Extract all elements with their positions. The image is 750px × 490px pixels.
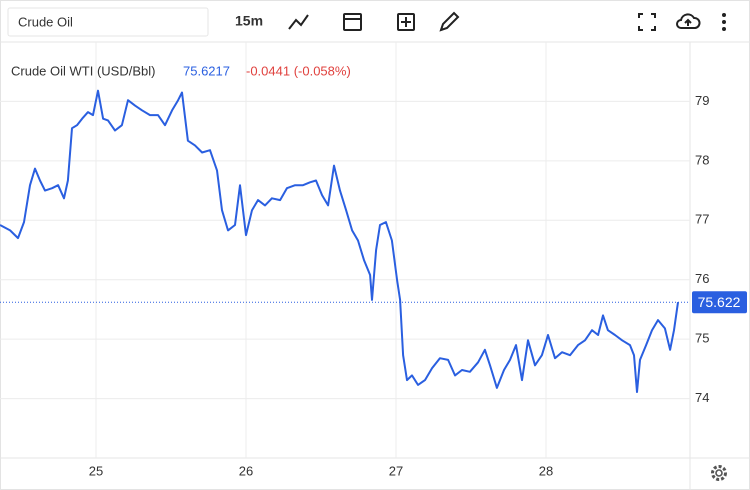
fullscreen-icon[interactable]: [638, 13, 656, 31]
y-tick-label: 74: [695, 390, 709, 405]
x-tick-label: 26: [239, 463, 253, 478]
chart-type-icon[interactable]: [288, 14, 309, 30]
x-tick-label: 27: [389, 463, 403, 478]
search-text[interactable]: Crude Oil: [18, 14, 73, 29]
last-price-label: 75.622: [698, 294, 741, 310]
x-tick-label: 28: [539, 463, 553, 478]
legend-title: Crude Oil WTI (USD/Bbl): [11, 63, 155, 78]
draw-icon[interactable]: [439, 11, 460, 32]
legend-quote: 75.6217: [183, 63, 230, 78]
y-tick-label: 75: [695, 331, 709, 346]
calendar-icon[interactable]: [343, 13, 362, 31]
y-tick-label: 78: [695, 152, 709, 167]
legend-change: -0.0441 (-0.058%): [246, 63, 351, 78]
add-cross: [401, 17, 411, 27]
menu-icon[interactable]: [722, 13, 726, 31]
toolbar-icons: [288, 11, 701, 32]
dot: [722, 20, 726, 24]
gear-teeth: [711, 465, 727, 481]
add-icon[interactable]: [397, 13, 415, 31]
download-icon[interactable]: [676, 13, 701, 29]
dot: [722, 27, 726, 31]
search-box[interactable]: [7, 7, 209, 37]
settings-icon[interactable]: [711, 465, 727, 481]
last-price-badge: [692, 291, 747, 314]
download-arrow: [684, 18, 692, 26]
price-line: [0, 89, 679, 393]
y-tick-label: 79: [695, 93, 709, 108]
y-tick-label: 76: [695, 271, 709, 286]
gear-hub: [715, 469, 723, 477]
dot: [722, 13, 726, 17]
y-tick-label: 77: [695, 212, 709, 227]
interval[interactable]: 15m: [235, 13, 263, 29]
x-tick-label: 25: [89, 463, 103, 478]
